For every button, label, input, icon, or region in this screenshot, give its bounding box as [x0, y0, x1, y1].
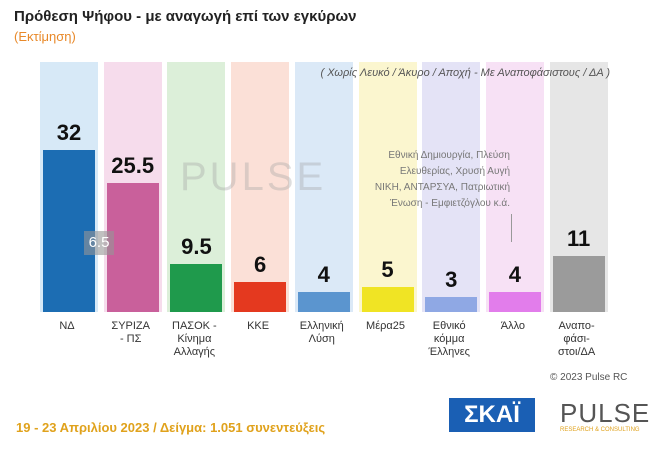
x-tick-label: Άλλο — [500, 320, 526, 332]
bar — [488, 291, 541, 312]
column-background — [485, 62, 544, 312]
bar — [297, 291, 350, 312]
value-label: 4 — [317, 261, 330, 287]
note: ( Χωρίς Λευκό / Άκυρο / Αποχή - Με Αναπο… — [320, 67, 610, 79]
difference-label: 6.5 — [84, 231, 114, 255]
x-tick-label: ΚΚΕ — [247, 320, 270, 332]
bar — [234, 281, 287, 312]
x-tick-label: Μέρα25 — [366, 320, 405, 332]
x-tick-label: ΣΥΡΙΖΑ - ΠΣ — [111, 320, 150, 345]
footer: 19 - 23 Απριλίου 2023 / Δείγμα: 1.051 συ… — [16, 420, 326, 435]
chart-subtitle: (Εκτίμηση) — [14, 29, 76, 44]
x-tick-label: ΠΑΣΟΚ - Κίνημα Αλλαγής — [172, 320, 217, 358]
value-label: 4 — [508, 261, 522, 287]
skai-logo: ΣΚΑΪ — [449, 398, 535, 432]
bar — [170, 263, 223, 312]
value-label: 32 — [56, 120, 82, 146]
bar — [361, 286, 414, 312]
column-background — [294, 62, 353, 312]
value-label: 5 — [381, 256, 394, 282]
pulse-logo: PULSE — [560, 398, 650, 428]
chart-title: Πρόθεση Ψήφου - με αναγωγή επί των εγκύρ… — [14, 8, 357, 25]
x-tick-label: Ελληνική Λύση — [299, 320, 344, 345]
value-label: 6 — [253, 251, 267, 277]
x-tick-label: ΝΔ — [59, 320, 75, 332]
bar — [106, 182, 159, 312]
others-annotation: Εθνική Δημιουργία, Πλεύση Ελευθερίας, Χρ… — [374, 150, 510, 209]
column-background — [358, 62, 417, 312]
column-background — [231, 62, 290, 312]
pulse-logo-sub: RESEARCH & CONSULTING — [560, 427, 640, 433]
column-background — [422, 62, 481, 312]
x-tick-label: Εθνικό κόμμα Έλληνες — [428, 320, 470, 358]
value-label: 11 — [566, 226, 591, 252]
watermark: PULSE — [180, 155, 327, 199]
value-label: 3 — [445, 266, 458, 292]
source: © 2023 Pulse RC — [550, 372, 628, 383]
bar — [425, 296, 478, 312]
bar — [552, 256, 605, 312]
value-label: 9.5 — [181, 233, 212, 259]
annotation-line — [511, 214, 512, 242]
value-label: 25.5 — [111, 152, 155, 178]
x-tick-label: Αναπο- φάσι- στοι/ΔΑ — [557, 320, 596, 358]
